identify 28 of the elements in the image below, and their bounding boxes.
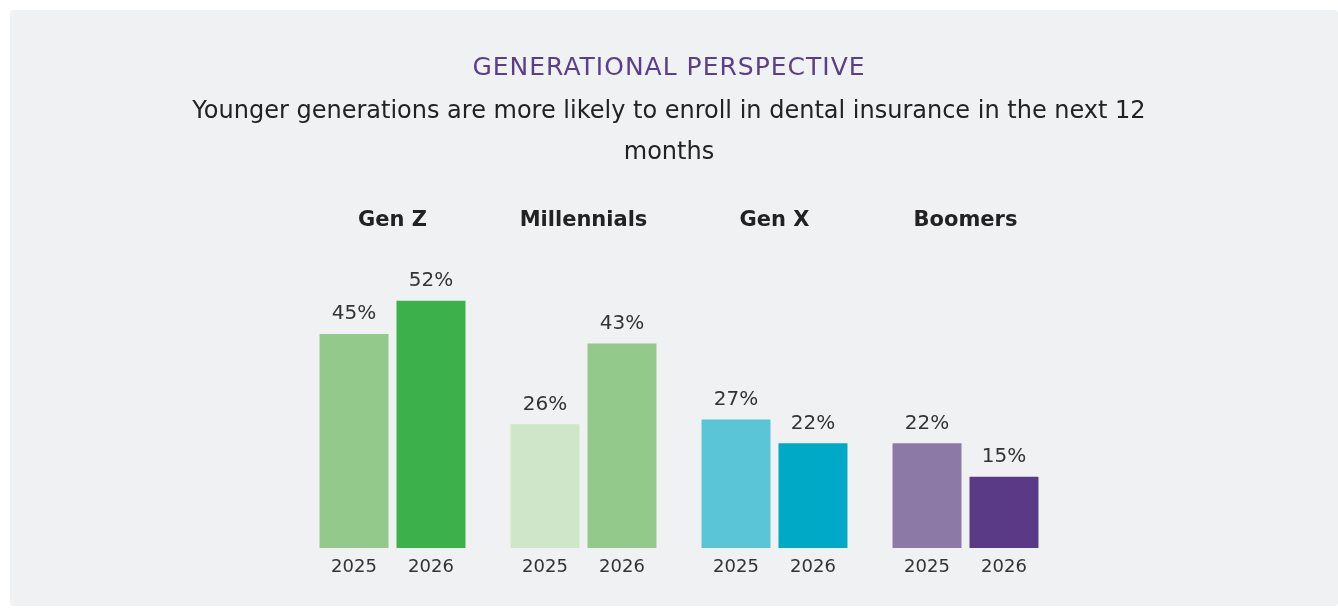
bar: [778, 443, 848, 548]
bar: [969, 476, 1039, 548]
bar: [701, 419, 771, 548]
text: 2026: [790, 554, 836, 576]
bar: [396, 300, 466, 548]
bar: [510, 424, 580, 548]
data-label: 22%: [904, 409, 950, 434]
series-label: 2026: [408, 554, 454, 576]
data-label: 22%: [790, 409, 836, 434]
data-label: 26%: [522, 390, 568, 415]
x-tick-label: Millennials: [519, 207, 648, 232]
x-tick-label: Gen Z: [358, 207, 427, 232]
text: 2026: [599, 554, 645, 576]
chart-title: GENERATIONAL PERSPECTIVE: [471, 52, 867, 81]
text: 2025: [522, 554, 568, 576]
chart-subtitle: Younger generations are more likely to enroll in dental insurance in the next 12 months: [191, 95, 1147, 167]
data-label: 45%: [331, 300, 377, 325]
x-tick-label: Boomers: [913, 207, 1018, 232]
data-label: 43%: [599, 309, 645, 334]
series-label: 2025: [331, 554, 377, 576]
text: 2026: [981, 554, 1027, 576]
x-tick-label: Gen X: [739, 207, 810, 232]
text: 2025: [904, 554, 950, 576]
data-label: 15%: [981, 442, 1027, 467]
bar: [892, 443, 962, 548]
data-label: 52%: [408, 266, 454, 291]
text: 2025: [713, 554, 759, 576]
data-label: 27%: [713, 385, 759, 410]
